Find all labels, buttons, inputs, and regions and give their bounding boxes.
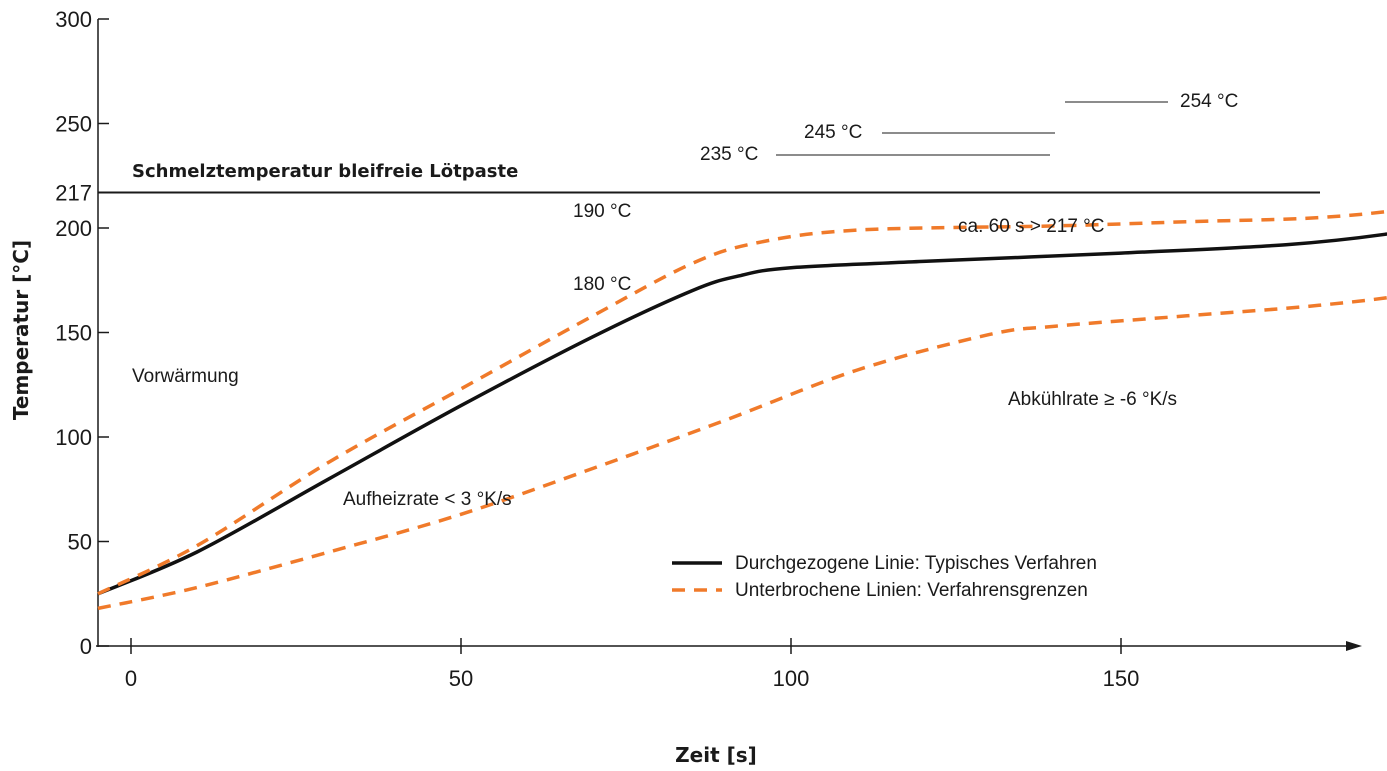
series-line-lower bbox=[97, 295, 1387, 611]
annotation-abkuehlrate: Abkühlrate ≥ -6 °K/s bbox=[1008, 389, 1177, 410]
y-tick-label: 150 bbox=[55, 321, 92, 346]
annotation-245: 245 °C bbox=[804, 122, 862, 143]
x-axis-title: Zeit [s] bbox=[675, 743, 757, 767]
legend-label-limits: Unterbrochene Linien: Verfahrensgrenzen bbox=[735, 580, 1088, 601]
x-tick-label: 50 bbox=[449, 666, 473, 691]
y-axis-title: Temperatur [°C] bbox=[9, 240, 33, 420]
series-line-typical bbox=[97, 232, 1387, 596]
annotation-180: 180 °C bbox=[573, 274, 631, 295]
annotation-dauer: ca. 60 s > 217 °C bbox=[958, 216, 1105, 237]
y-tick-label: 100 bbox=[55, 425, 92, 450]
annotation-235: 235 °C bbox=[700, 144, 758, 165]
x-tick-label: 0 bbox=[125, 666, 137, 691]
annotation-190: 190 °C bbox=[573, 201, 631, 222]
annotation-leader-lines bbox=[776, 101, 1168, 156]
annotations: Vorwärmung Aufheizrate < 3 °K/s 190 °C 1… bbox=[132, 91, 1238, 510]
annotation-vorwaermung: Vorwärmung bbox=[132, 366, 239, 387]
y-tick-label: 200 bbox=[55, 216, 92, 241]
y-tick-label: 0 bbox=[80, 634, 92, 659]
melting-temperature-reference: Schmelztemperatur bleifreie Lötpaste bbox=[98, 161, 1320, 194]
melting-temperature-label: Schmelztemperatur bleifreie Lötpaste bbox=[132, 161, 518, 182]
legend: Durchgezogene Linie: Typisches Verfahren… bbox=[672, 553, 1097, 601]
x-axis-arrow-icon bbox=[1346, 641, 1362, 651]
annotation-254: 254 °C bbox=[1180, 91, 1238, 112]
y-tick-label: 300 bbox=[55, 7, 92, 32]
series-line-upper bbox=[97, 209, 1387, 596]
axes: 0501001502002172503000501001502002503003… bbox=[55, 7, 1362, 691]
x-tick-label: 100 bbox=[773, 666, 810, 691]
annotation-aufheizrate: Aufheizrate < 3 °K/s bbox=[343, 489, 512, 510]
series-layer bbox=[97, 209, 1387, 611]
x-tick-label: 150 bbox=[1103, 666, 1140, 691]
y-tick-label: 250 bbox=[55, 112, 92, 137]
y-tick-label: 217 bbox=[55, 180, 92, 205]
legend-label-typical: Durchgezogene Linie: Typisches Verfahren bbox=[735, 553, 1097, 574]
y-tick-label: 50 bbox=[68, 530, 92, 555]
